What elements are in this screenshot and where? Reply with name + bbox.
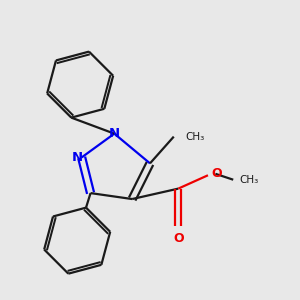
Text: O: O xyxy=(211,167,222,180)
Text: N: N xyxy=(72,151,83,164)
Text: CH₃: CH₃ xyxy=(186,132,205,142)
Text: CH₃: CH₃ xyxy=(239,175,258,185)
Text: N: N xyxy=(109,127,120,140)
Text: O: O xyxy=(173,232,184,245)
